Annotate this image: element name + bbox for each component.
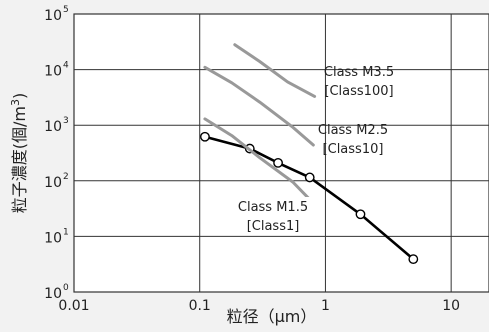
series-annotations: Class M3.5 [Class100] Class M2.5 [Class10] C…	[229, 65, 394, 235]
y-axis-title: 粒子濃度(個/m3)	[9, 93, 29, 213]
y-tick-label: 10	[44, 64, 62, 80]
data-point-marker	[408, 254, 419, 265]
annotation-class-alias: [Class10]	[323, 142, 384, 157]
x-axis-title: 粒径（μm）	[227, 307, 317, 326]
class-limit-line	[203, 117, 314, 204]
annotation-class-name: Class M2.5	[318, 123, 388, 138]
y-tick-label: 10	[44, 119, 62, 135]
y-tick-exponent: 1	[63, 227, 69, 237]
x-tick-label: 1	[321, 298, 330, 314]
x-tick-label: 10	[442, 298, 460, 314]
y-tick-exponent: 0	[63, 283, 69, 293]
annotation-class-alias: [Class1]	[247, 219, 300, 234]
y-tick-exponent: 2	[63, 172, 69, 182]
measured-series-line	[203, 135, 415, 261]
annotation-class-alias: [Class100]	[324, 84, 393, 99]
y-axis-title-close: )	[10, 93, 29, 99]
data-point-marker	[273, 157, 283, 168]
y-tick-label: 10	[44, 286, 62, 302]
y-axis-title-exponent: 3	[9, 99, 22, 106]
annotation-class-name: Class M3.5	[324, 65, 394, 80]
data-series	[200, 43, 419, 265]
grid-lines	[74, 14, 489, 292]
annotation-class-name: Class M1.5	[238, 200, 308, 215]
class-limit-line	[203, 65, 315, 147]
y-tick-exponent: 5	[63, 5, 69, 15]
plot-area	[73, 13, 489, 293]
y-tick-label: 10	[44, 175, 62, 191]
y-tick-exponent: 3	[63, 116, 69, 126]
x-tick-label: 0.01	[58, 298, 89, 314]
y-tick-label: 10	[44, 8, 62, 24]
data-point-marker	[304, 172, 315, 183]
annotation-backdrop	[229, 197, 317, 235]
x-tick-label: 0.1	[189, 298, 211, 314]
y-axis-title-main: 粒子濃度(個/m	[10, 106, 29, 213]
data-point-marker	[200, 131, 210, 142]
y-tick-label: 10	[44, 230, 62, 246]
class-limit-line	[233, 43, 317, 98]
y-tick-exponent: 4	[63, 61, 69, 71]
data-point-marker	[355, 209, 366, 220]
